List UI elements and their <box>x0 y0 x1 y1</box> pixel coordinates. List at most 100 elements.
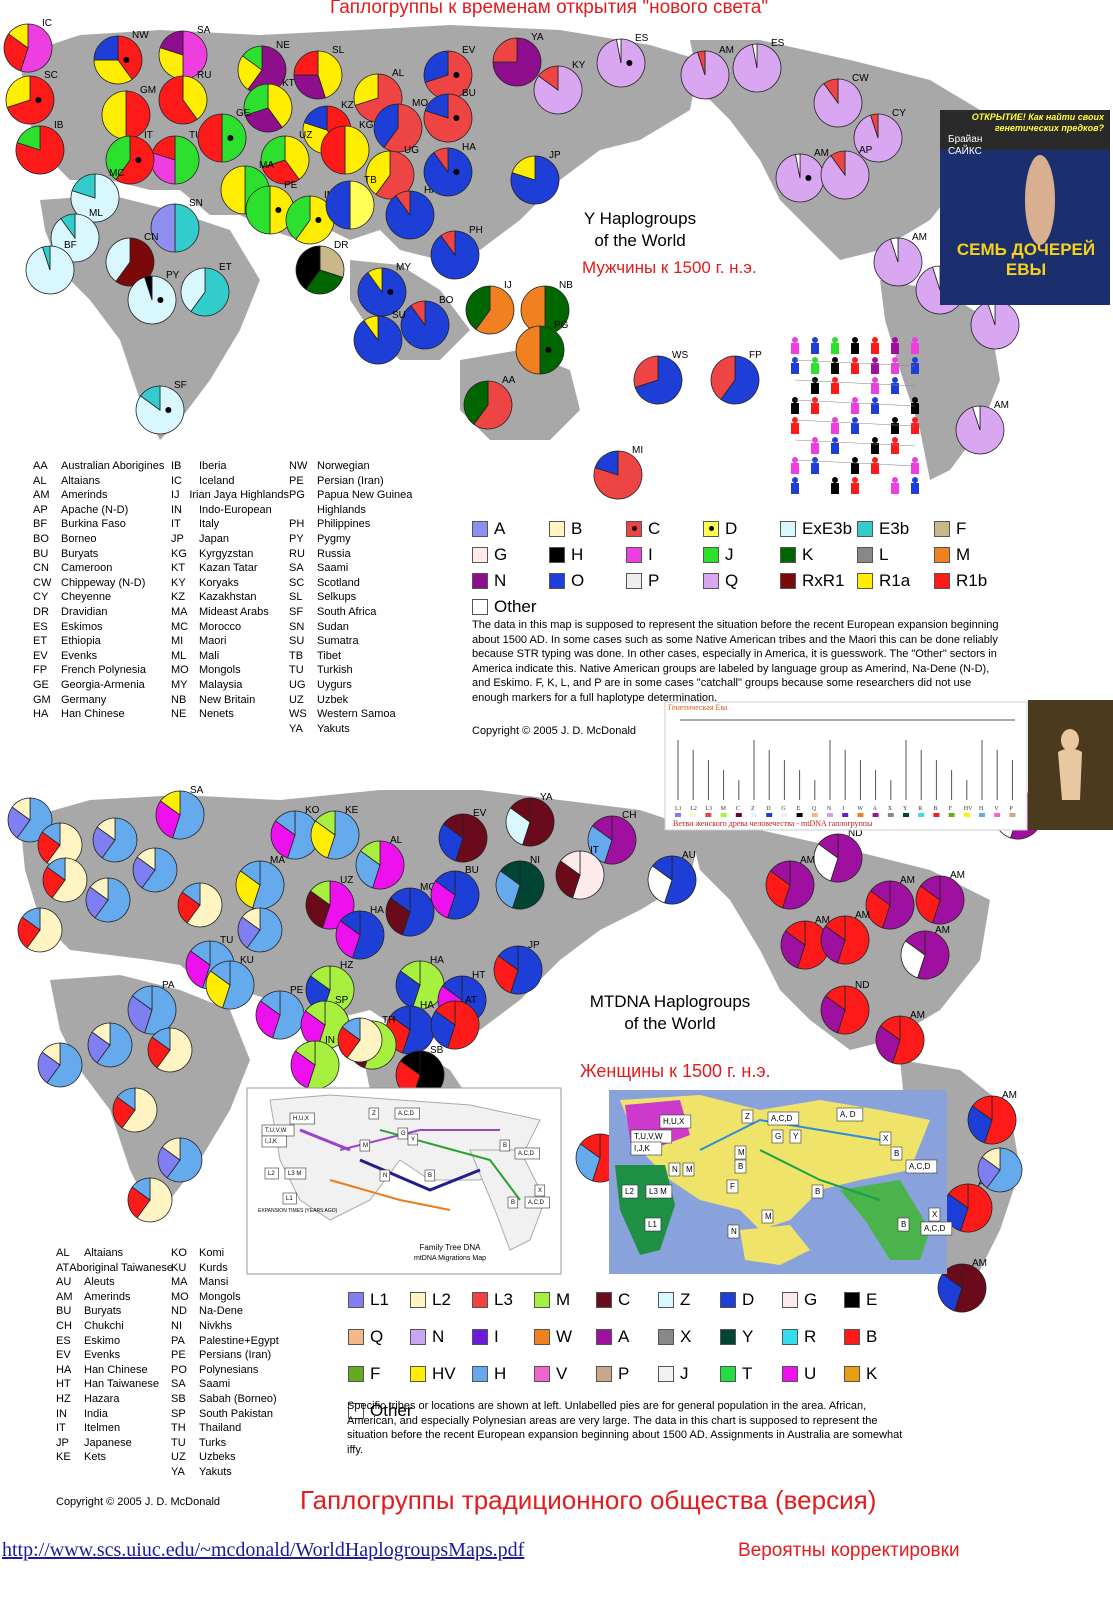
pie-label: BU <box>462 88 476 99</box>
mig1-label-text: L3 M <box>288 1171 301 1177</box>
pie-chart <box>37 1042 83 1088</box>
mt-abbreviation-code: MA <box>171 1276 188 1289</box>
pie-slice <box>37 1051 61 1084</box>
mig2-label-box <box>761 1209 774 1224</box>
pie-slice <box>220 165 246 215</box>
y-legend-swatch <box>703 573 719 589</box>
pie-slice <box>159 30 184 56</box>
pie-slice <box>11 797 31 821</box>
y-legend-label: G <box>494 545 508 564</box>
pie-slice <box>177 891 201 924</box>
person-body <box>831 363 839 374</box>
y-abbreviation-name: Germany <box>61 693 107 706</box>
mt-abbreviation-row: NI Nivkhs <box>171 1319 321 1334</box>
y-abbreviation-code: IC <box>171 474 182 487</box>
pie-slice <box>174 135 200 185</box>
tree-leaf-labels: L1 L2 L3 M C Z D G E Q N I W A X Y R B F HV H V P <box>675 806 1016 817</box>
pie-slice <box>121 1087 158 1133</box>
y-legend-item: H <box>549 545 626 565</box>
y-abbreviation-row: GE Georgia-Armenia <box>33 678 171 693</box>
pie-label: IJ <box>504 280 512 291</box>
person-head <box>872 377 878 383</box>
pie-slice <box>423 93 473 143</box>
y-abbreviation-name: Georgia-Armenia <box>61 678 145 691</box>
y-abbreviation-row: AA Australian Aborigines <box>33 459 171 474</box>
pie-chart: AM <box>943 1178 993 1233</box>
mig2-label-text: A,C,D <box>909 1162 931 1171</box>
pie-chart: AA <box>463 375 516 430</box>
y-legend-label: P <box>648 571 660 590</box>
pie-chart: AM <box>915 870 965 925</box>
pie-slice <box>89 877 109 901</box>
pie-chart: HA <box>385 185 438 240</box>
pie-chart: KU <box>205 955 255 1010</box>
mt-legend-swatch <box>472 1329 488 1345</box>
mt-abbreviation-code: HA <box>56 1363 72 1376</box>
y-abbreviation-name: Philippines <box>317 518 371 531</box>
tree-leaf-swatch <box>979 813 985 817</box>
mt-legend-item: T <box>720 1364 782 1384</box>
pie-chart: PE <box>255 985 305 1040</box>
pie-slice <box>765 870 791 909</box>
pie-slice <box>42 245 51 271</box>
mt-legend-swatch <box>534 1292 550 1308</box>
mig2-label-text: G <box>775 1132 781 1141</box>
person-body <box>891 423 899 434</box>
pie-slice <box>3 33 29 72</box>
mt-legend-item: W <box>534 1327 596 1347</box>
footer-note: Вероятны корректировки <box>738 1540 960 1561</box>
pie-chart: TU <box>150 130 202 185</box>
y-abbreviation-row: AM Amerinds <box>33 488 171 503</box>
pie-chart: JP <box>510 150 561 205</box>
mt-legend-swatch <box>472 1292 488 1308</box>
y-abbreviation-code: BU <box>33 547 49 560</box>
y-abbreviation-name: Kyrgyzstan <box>199 547 254 560</box>
mt-abbreviation-name: India <box>84 1407 108 1420</box>
pie-slice <box>205 970 231 1009</box>
pie-slice <box>367 267 383 294</box>
mig1-label-text: T,U,V,W <box>265 1128 287 1134</box>
pie-chart: TB <box>325 175 377 230</box>
y-abbreviation-code: UZ <box>289 693 304 706</box>
pie-label: IB <box>54 120 64 131</box>
person-body <box>891 443 899 454</box>
mt-legend-swatch <box>596 1366 612 1382</box>
y-abbreviation-name: Eskimos <box>61 620 103 633</box>
mt-legend-swatch <box>720 1366 736 1382</box>
pie-label: HZ <box>340 960 353 971</box>
person-body <box>871 363 879 374</box>
pie-label: SA <box>190 785 204 796</box>
y-abbreviation-code: MA <box>171 605 188 618</box>
source-url-link[interactable]: http://www.scs.uiuc.edu/~mcdonald/WorldH… <box>2 1539 525 1561</box>
pie-label: IC <box>42 18 52 29</box>
mt-legend-swatch <box>534 1329 550 1345</box>
pie-slice <box>395 190 411 217</box>
pie-slice <box>813 843 839 882</box>
mt-abbreviation-code: SB <box>171 1392 186 1405</box>
tree-leaf-swatch <box>887 813 894 817</box>
pie-slice <box>360 840 381 866</box>
y-abbreviation-code: PY <box>289 532 304 545</box>
pie-label: KU <box>240 955 254 966</box>
pie-chart: AM <box>775 148 829 203</box>
mig1-label-text: B <box>503 1143 507 1149</box>
y-abbreviation-name: Han Chinese <box>61 708 125 721</box>
mt-abbreviation-name: Hazara <box>84 1392 120 1405</box>
mt-legend-item: J <box>658 1364 720 1384</box>
mt-abbreviation-row: IT Itelmen <box>56 1421 171 1436</box>
mig2-label-text: M <box>686 1165 693 1174</box>
y-abbreviation-row: DR Dravidian <box>33 605 171 620</box>
mt-abbreviation-name: Eskimo <box>84 1334 121 1347</box>
pie-chart: ES <box>596 33 649 88</box>
mt-abbreviation-row: AM Amerinds <box>56 1290 171 1305</box>
pie-slice <box>132 856 156 889</box>
pie-label: MA <box>270 855 285 866</box>
y-abbreviation-code: BF <box>33 518 48 531</box>
y-legend-label: E3b <box>879 519 910 538</box>
mt-legend-label: F <box>370 1364 381 1383</box>
pie-slice <box>984 1095 1017 1145</box>
pie-chart: AM <box>937 1258 987 1313</box>
pie-slice <box>880 1015 901 1041</box>
pie-chart: HA <box>395 955 445 1010</box>
mig1-label-text: G <box>401 1131 406 1137</box>
